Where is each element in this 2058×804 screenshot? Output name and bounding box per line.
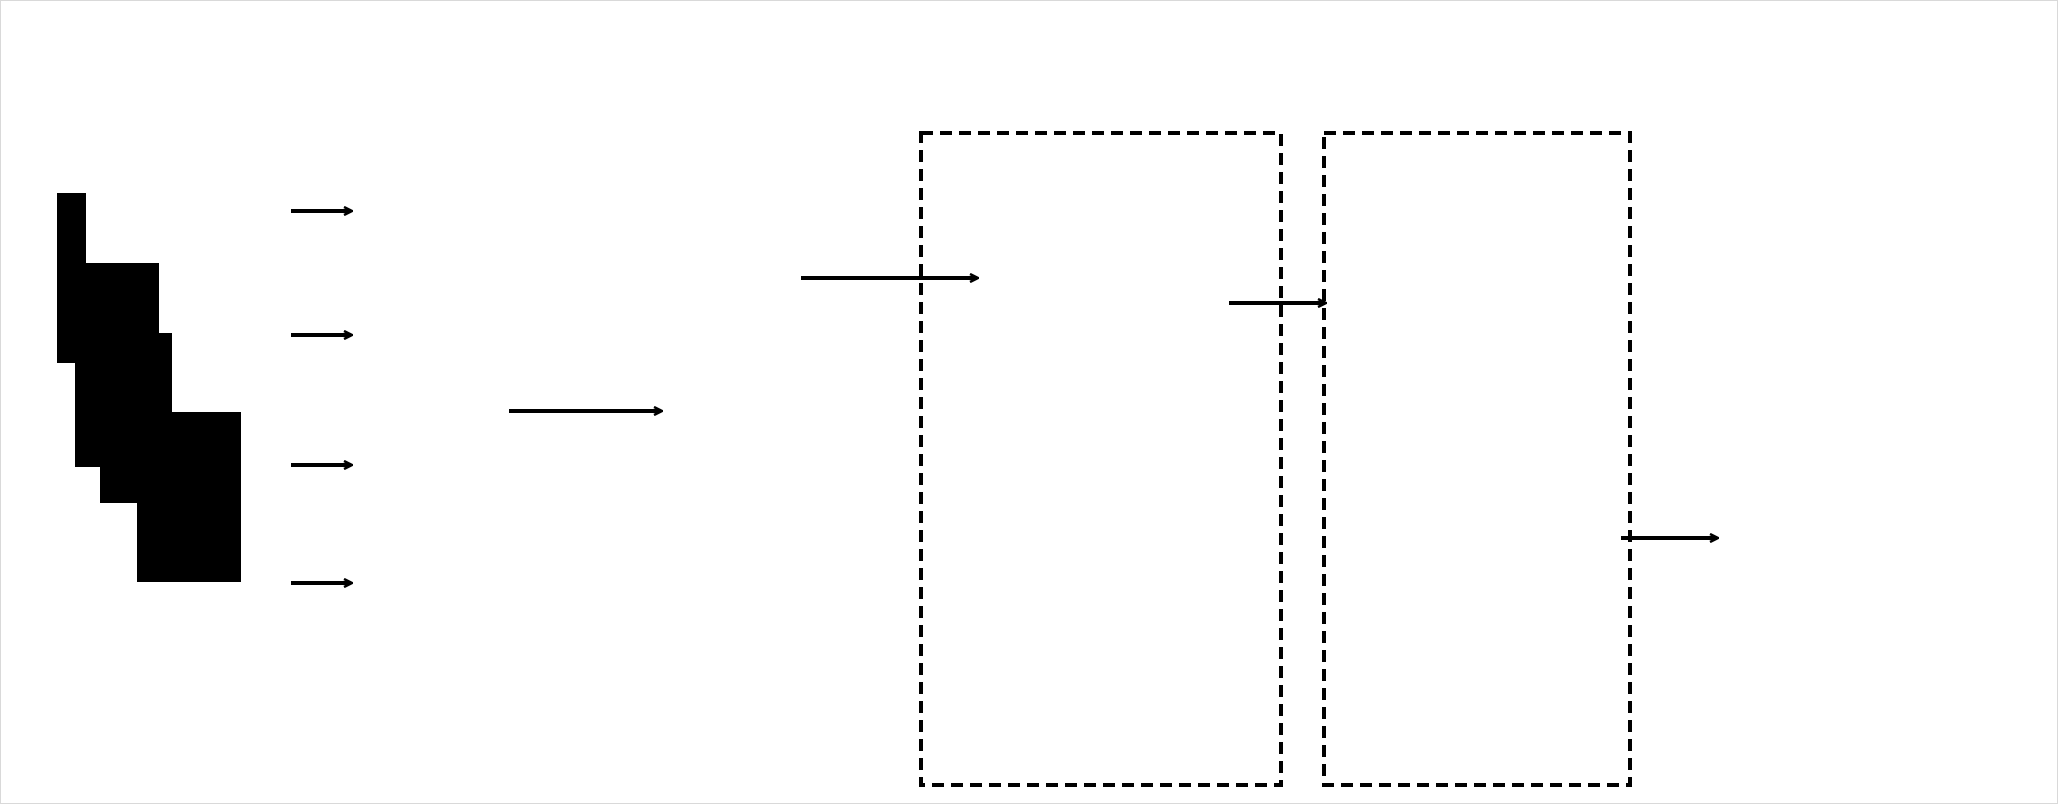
side-effect-sheet bbox=[137, 412, 241, 582]
data-source-stack bbox=[57, 193, 241, 582]
panel-f-g-frame bbox=[1322, 131, 1632, 787]
panel-d-e-frame bbox=[919, 131, 1283, 787]
